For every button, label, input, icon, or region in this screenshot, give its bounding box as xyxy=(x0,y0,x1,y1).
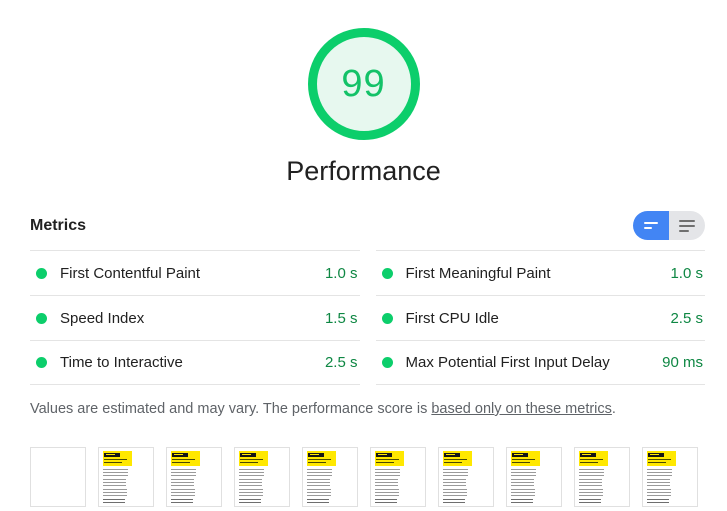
site-logo-bar xyxy=(444,453,461,457)
filmstrip-thumbnail xyxy=(438,447,494,507)
estimate-disclaimer: Values are estimated and may vary. The p… xyxy=(30,401,705,417)
site-logo-bar xyxy=(512,453,529,457)
page-screenshot-preview xyxy=(443,451,489,505)
expanded-view-icon xyxy=(679,219,695,232)
page-header-block xyxy=(647,451,677,466)
page-header-block xyxy=(103,451,133,466)
site-logo-bar xyxy=(308,453,325,457)
scoring-metrics-link[interactable]: based only on these metrics xyxy=(431,401,612,417)
page-screenshot-preview xyxy=(375,451,421,505)
metric-value: 90 ms xyxy=(662,354,703,371)
pass-dot-icon xyxy=(36,357,47,368)
metric-first-meaningful-paint: First Meaningful Paint 1.0 s xyxy=(375,250,705,295)
disclaimer-period: . xyxy=(611,401,616,417)
page-screenshot-preview xyxy=(579,451,625,505)
metric-speed-index: Speed Index 1.5 s xyxy=(30,295,360,340)
page-screenshot-preview xyxy=(239,451,285,505)
filmstrip-thumbnail xyxy=(166,447,222,507)
page-header-block xyxy=(375,451,405,466)
pass-dot-icon xyxy=(36,312,47,324)
metric-label: First Contentful Paint xyxy=(60,264,201,282)
site-logo-bar xyxy=(104,453,121,457)
site-logo-bar xyxy=(172,453,189,457)
pass-dot-icon xyxy=(381,357,393,368)
score-gauge-section: 99 Performance xyxy=(0,0,727,187)
metric-value: 1.5 s xyxy=(324,309,358,327)
site-logo-bar xyxy=(376,453,393,457)
page-header-block xyxy=(511,451,541,466)
condensed-view-button[interactable] xyxy=(633,211,669,240)
metric-label: Speed Index xyxy=(60,309,145,327)
page-header-block xyxy=(171,451,201,466)
performance-score-value: 99 xyxy=(341,62,386,105)
metric-label: First Meaningful Paint xyxy=(405,264,551,282)
metric-label: Max Potential First Input Delay xyxy=(405,354,610,371)
pass-dot-icon xyxy=(36,267,47,279)
filmstrip-thumbnail xyxy=(302,447,358,507)
metrics-grid: First Contentful Paint 1.0 s First Meani… xyxy=(30,250,705,385)
filmstrip-thumbnail xyxy=(370,447,426,507)
pass-dot-icon xyxy=(381,312,393,324)
filmstrip-thumbnail xyxy=(98,447,154,507)
page-screenshot-preview xyxy=(647,451,693,505)
metric-first-cpu-idle: First CPU Idle 2.5 s xyxy=(375,295,705,340)
metric-time-to-interactive: Time to Interactive 2.5 s xyxy=(30,340,360,385)
page-screenshot-preview xyxy=(511,451,557,505)
expanded-view-button[interactable] xyxy=(669,211,705,240)
metric-value: 2.5 s xyxy=(324,354,358,371)
page-header-block xyxy=(239,451,269,466)
metric-value: 1.0 s xyxy=(324,264,358,282)
metric-value: 1.0 s xyxy=(670,264,703,282)
metrics-section: Metrics First Contentful Paint 1.0 s Fir… xyxy=(30,211,705,385)
metric-label: First CPU Idle xyxy=(405,309,499,327)
page-screenshot-preview xyxy=(307,451,353,505)
condensed-view-icon xyxy=(644,222,658,229)
filmstrip-thumbnail xyxy=(30,447,86,507)
page-header-block xyxy=(579,451,609,466)
metric-max-potential-fid: Max Potential First Input Delay 90 ms xyxy=(375,340,705,385)
disclaimer-text: Values are estimated and may vary. The p… xyxy=(30,401,432,417)
performance-title: Performance xyxy=(286,156,441,186)
filmstrip xyxy=(30,447,727,507)
page-screenshot-preview xyxy=(103,451,149,505)
metric-value: 2.5 s xyxy=(670,309,703,327)
site-logo-bar xyxy=(648,453,665,457)
performance-score-gauge[interactable]: 99 xyxy=(307,28,420,140)
metrics-heading: Metrics xyxy=(30,216,87,234)
page-screenshot-preview xyxy=(171,451,217,505)
metric-first-contentful-paint: First Contentful Paint 1.0 s xyxy=(30,250,360,295)
filmstrip-thumbnail xyxy=(506,447,562,507)
site-logo-bar xyxy=(240,453,257,457)
metric-label: Time to Interactive xyxy=(60,354,183,371)
site-logo-bar xyxy=(580,453,597,457)
filmstrip-thumbnail xyxy=(234,447,290,507)
metrics-view-toggle xyxy=(633,211,705,240)
metrics-header: Metrics xyxy=(30,211,705,240)
pass-dot-icon xyxy=(381,267,393,279)
page-header-block xyxy=(307,451,337,466)
filmstrip-thumbnail xyxy=(642,447,698,507)
filmstrip-thumbnail xyxy=(574,447,630,507)
page-header-block xyxy=(443,451,473,466)
